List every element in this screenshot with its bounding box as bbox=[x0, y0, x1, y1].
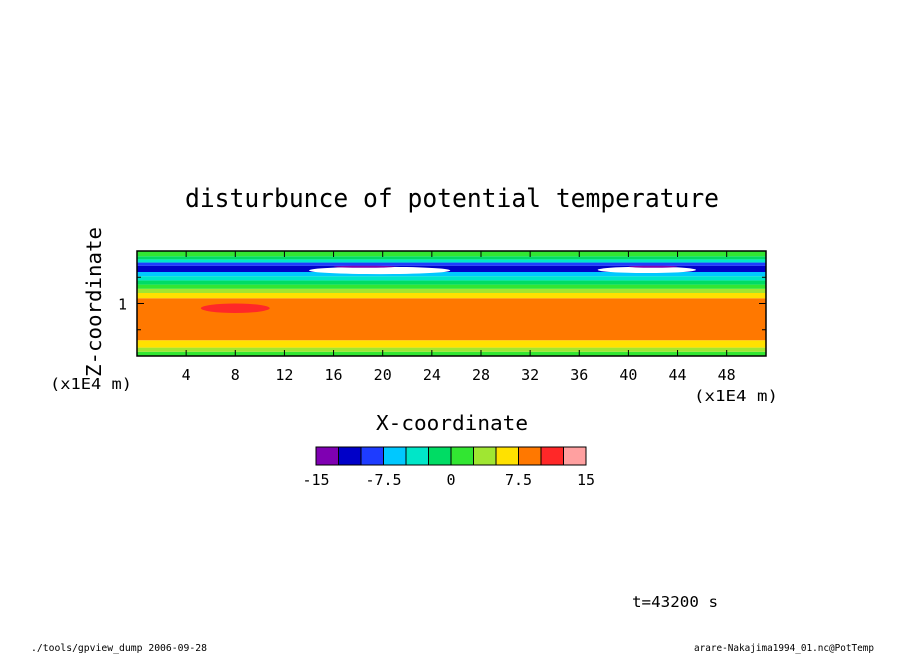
field-band-2 bbox=[137, 340, 766, 348]
x-axis-label: X-coordinate bbox=[376, 411, 528, 435]
colorbar-swatch bbox=[383, 446, 407, 466]
colorbar-swatch bbox=[495, 446, 519, 466]
field-patch-4 bbox=[628, 265, 678, 268]
x-tick-label: 8 bbox=[231, 366, 240, 384]
field-band-11 bbox=[137, 262, 766, 266]
x-tick-label: 16 bbox=[325, 366, 343, 384]
field-band-8 bbox=[137, 276, 766, 281]
colorbar-swatch bbox=[360, 446, 384, 466]
colorbar-swatch bbox=[428, 446, 452, 466]
colorbar-tick-label: 7.5 bbox=[505, 471, 532, 489]
field-band-10 bbox=[137, 265, 766, 272]
x-tick-label: 28 bbox=[472, 366, 490, 384]
field-band-14 bbox=[137, 251, 766, 257]
field-band-4 bbox=[137, 293, 766, 299]
field-patch-1 bbox=[308, 266, 451, 275]
colorbar bbox=[315, 446, 587, 466]
y-axis-ticks: 1 bbox=[118, 276, 766, 331]
colorbar-tick-label: -7.5 bbox=[365, 471, 401, 489]
x-tick-label: 20 bbox=[374, 366, 392, 384]
colorbar-swatch bbox=[450, 446, 474, 466]
field-band-12 bbox=[137, 259, 766, 263]
field-band-13 bbox=[137, 256, 766, 260]
x-tick-label: 32 bbox=[521, 366, 539, 384]
field-band-0 bbox=[137, 351, 766, 356]
colorbar-tick-label: 0 bbox=[446, 471, 455, 489]
footer-right: arare-Nakajima1994_01.nc@PotTemp bbox=[694, 643, 874, 654]
colorbar-swatch bbox=[315, 446, 339, 466]
field-band-1 bbox=[137, 347, 766, 352]
colorbar-swatch bbox=[473, 446, 497, 466]
x-tick-label: 4 bbox=[182, 366, 191, 384]
colorbar-tick-label: -15 bbox=[302, 471, 329, 489]
x-tick-label: 36 bbox=[570, 366, 588, 384]
x-tick-label: 12 bbox=[275, 366, 293, 384]
colorbar-swatch bbox=[518, 446, 542, 466]
y-axis-unit: (x1E4 m) bbox=[50, 375, 132, 393]
x-tick-label: 40 bbox=[619, 366, 637, 384]
colorbar-swatch bbox=[338, 446, 362, 466]
footer-left: ./tools/gpview_dump 2006-09-28 bbox=[31, 643, 207, 654]
field-band-5 bbox=[137, 288, 766, 293]
field-patch-0 bbox=[200, 303, 270, 313]
x-tick-label: 48 bbox=[718, 366, 736, 384]
y-tick-label: 1 bbox=[118, 296, 127, 314]
heatmap-fields bbox=[137, 251, 766, 356]
x-axis-ticks: 4 8 12 16 20 24 28 32 36 40 44 48 bbox=[182, 251, 736, 384]
colorbar-labels: -15 -7.5 0 7.5 15 bbox=[302, 471, 595, 489]
chart-title: disturbunce of potential temperature bbox=[185, 184, 719, 214]
field-band-9 bbox=[137, 272, 766, 277]
colorbar-swatch bbox=[540, 446, 564, 466]
field-patch-2 bbox=[597, 266, 696, 274]
x-tick-label: 44 bbox=[669, 366, 687, 384]
field-band-7 bbox=[137, 280, 766, 285]
time-annotation: t=43200 s bbox=[632, 593, 718, 611]
y-axis-label: Z-coordinate bbox=[82, 227, 106, 377]
x-tick-label: 24 bbox=[423, 366, 441, 384]
colorbar-swatch bbox=[563, 446, 587, 466]
field-patch-3 bbox=[333, 265, 395, 268]
colorbar-swatch bbox=[405, 446, 429, 466]
colorbar-tick-label: 15 bbox=[577, 471, 595, 489]
x-axis-unit: (x1E4 m) bbox=[694, 387, 778, 405]
field-band-6 bbox=[137, 284, 766, 289]
